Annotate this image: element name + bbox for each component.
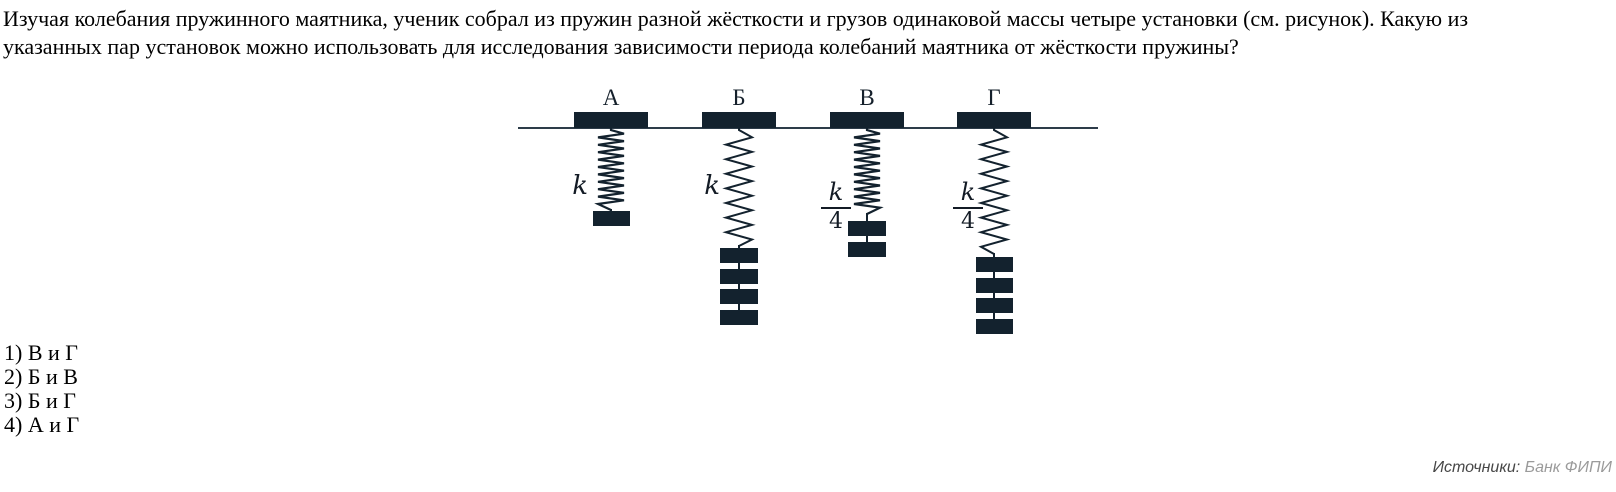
setup-v-label: В [859,85,875,110]
setup-b-weight-block [720,268,758,284]
stiffness-denominator: 4 [953,207,983,234]
stiffness-numerator: k [828,178,844,206]
setup-b-weight-block [720,309,758,325]
setup-b-spring-icon [722,128,756,247]
setup-v-weight-block [848,221,886,236]
setup-g-weight-block [975,298,1013,313]
setup-v-weight-block [848,241,886,257]
setup-b-label: Б [732,85,746,110]
answer-option-2: 2) Б и В [4,364,78,389]
answer-option-1: 1) В и Г [4,340,78,365]
setup-a-label: А [602,85,620,110]
setup-v-mount-block [830,112,904,128]
setup-v-spring-icon [853,128,884,215]
source-label: Источники: [1432,459,1521,476]
question-text: Изучая колебания пружинного маятника, уч… [3,6,1469,59]
setup-b-weight-block [720,248,758,263]
setup-a-mount-block [574,112,648,128]
setup-b-weight-block [720,289,758,304]
stiffness-numerator: k [960,178,976,206]
setup-b-mount-block [702,112,776,128]
ceiling-line [518,127,1098,129]
setup-a-stiffness-label: k [572,171,588,201]
setup-g-spring-icon [977,128,1011,255]
setup-a-spring-icon [594,128,625,211]
setup-g-mount-block [957,112,1031,128]
setup-g-weight-block [975,257,1013,272]
answer-option-3: 3) Б и Г [4,388,76,413]
source-value: Банк ФИПИ [1524,459,1612,476]
answer-option-4: 4) А и Г [4,412,80,437]
setup-g-weight-block [975,277,1013,293]
source-attribution: Источники: Банк ФИПИ [1433,459,1612,477]
setup-a-weight-block [592,211,630,226]
stiffness-denominator: 4 [821,207,851,234]
setup-b-stiffness-label: k [704,171,720,201]
setup-g-label: Г [987,85,1001,110]
setup-g-weight-block [975,318,1013,334]
answer-options: 1) В и Г 2) Б и В 3) Б и Г 4) А и Г [4,341,79,437]
